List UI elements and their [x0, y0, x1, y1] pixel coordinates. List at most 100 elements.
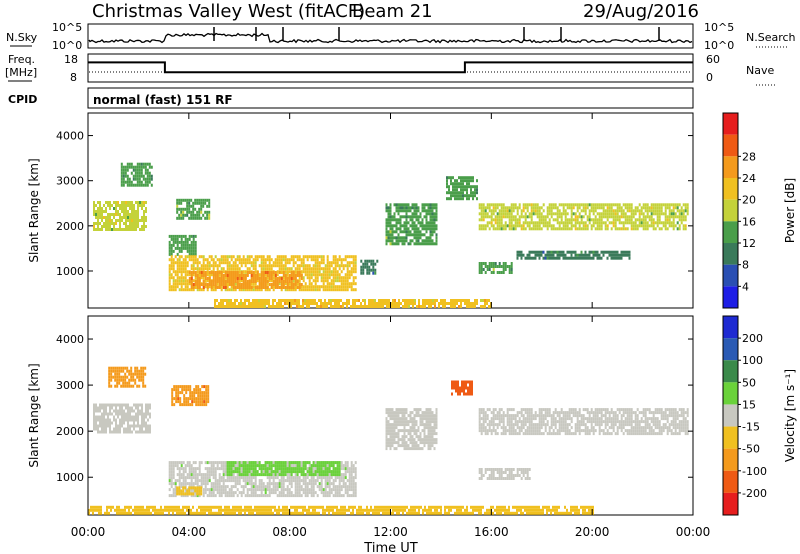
data-cell: [177, 385, 180, 389]
data-cell: [344, 470, 347, 474]
data-cell: [206, 198, 209, 202]
data-cell: [290, 302, 292, 305]
data-cell: [368, 299, 370, 302]
data-cell: [186, 237, 189, 241]
data-cell: [403, 242, 406, 246]
data-cell: [204, 198, 207, 202]
data-cell: [524, 221, 527, 225]
data-cell: [222, 261, 225, 265]
data-cell: [190, 283, 193, 286]
data-cell: [196, 261, 199, 265]
data-cell: [103, 204, 105, 207]
data-cell: [354, 305, 356, 308]
data-cell: [278, 299, 280, 302]
data-cell: [600, 227, 603, 231]
data-cell: [672, 209, 675, 213]
data-cell: [526, 209, 529, 213]
data-cell: [556, 227, 559, 231]
data-cell: [302, 270, 305, 274]
data-cell: [206, 277, 209, 280]
data-cell: [270, 283, 273, 286]
data-cell: [484, 209, 487, 213]
data-cell: [370, 259, 373, 263]
data-cell: [474, 194, 476, 198]
data-cell: [468, 194, 470, 198]
data-cell: [632, 221, 635, 225]
data-cell: [592, 250, 595, 254]
data-cell: [326, 279, 329, 283]
data-cell: [324, 270, 327, 274]
data-cell: [612, 224, 615, 228]
data-cell: [248, 288, 251, 292]
data-cell: [178, 282, 181, 286]
data-cell: [144, 171, 147, 175]
data-cell: [284, 302, 286, 305]
data-cell: [176, 240, 179, 244]
data-cell: [238, 464, 241, 468]
data-cell: [387, 206, 390, 210]
data-cell: [138, 180, 141, 184]
data-cell: [421, 242, 424, 246]
data-cell: [278, 464, 281, 468]
data-cell: [242, 277, 245, 280]
data-cell: [207, 388, 210, 392]
data-cell: [294, 267, 297, 271]
data-cell: [552, 218, 555, 222]
data-cell: [170, 246, 173, 250]
data-cell: [137, 418, 139, 422]
data-cell: [464, 179, 466, 183]
data-cell: [407, 209, 410, 213]
data-cell: [332, 473, 335, 477]
data-cell: [502, 224, 505, 228]
data-cell: [192, 286, 195, 289]
data-cell: [180, 264, 183, 268]
data-cell: [310, 288, 313, 292]
data-cell: [328, 461, 331, 465]
data-cell: [548, 253, 551, 257]
data-cell: [196, 270, 199, 274]
data-cell: [494, 203, 497, 207]
data-cell: [115, 406, 117, 410]
data-cell: [202, 258, 205, 262]
data-cell: [242, 470, 245, 474]
data-cell: [226, 302, 228, 305]
data-cell: [415, 236, 418, 240]
data-cell: [336, 258, 339, 262]
data-cell: [470, 302, 472, 305]
data-cell: [600, 256, 603, 260]
data-cell: [176, 207, 179, 211]
data-cell: [224, 276, 227, 280]
data-cell: [508, 227, 511, 231]
data-cell: [290, 470, 293, 474]
data-cell: [389, 239, 392, 243]
data-cell: [288, 288, 291, 292]
data-cell: [234, 282, 237, 286]
data-cell: [266, 488, 269, 492]
data-cell: [171, 391, 174, 395]
data-cell: [578, 224, 581, 228]
data-cell: [570, 227, 573, 231]
data-cell: [334, 276, 337, 280]
data-cell: [612, 256, 615, 260]
data-cell: [184, 198, 187, 202]
data-cell: [554, 206, 557, 210]
data-cell: [110, 384, 113, 388]
data-cell: [210, 280, 213, 283]
data-cell: [656, 206, 659, 210]
data-cell: [99, 222, 101, 225]
data-cell: [330, 305, 332, 308]
data-cell: [431, 242, 434, 246]
data-cell: [286, 476, 289, 480]
data-cell: [262, 280, 265, 283]
data-cell: [387, 429, 390, 433]
data-cell: [314, 464, 317, 468]
data-cell: [572, 212, 575, 216]
data-cell: [556, 218, 559, 222]
data-cell: [135, 228, 137, 231]
data-cell: [262, 494, 265, 498]
data-cell: [391, 230, 394, 234]
data-cell: [176, 473, 179, 477]
data-cell: [136, 174, 139, 178]
data-cell: [387, 420, 390, 424]
data-cell: [290, 476, 293, 480]
